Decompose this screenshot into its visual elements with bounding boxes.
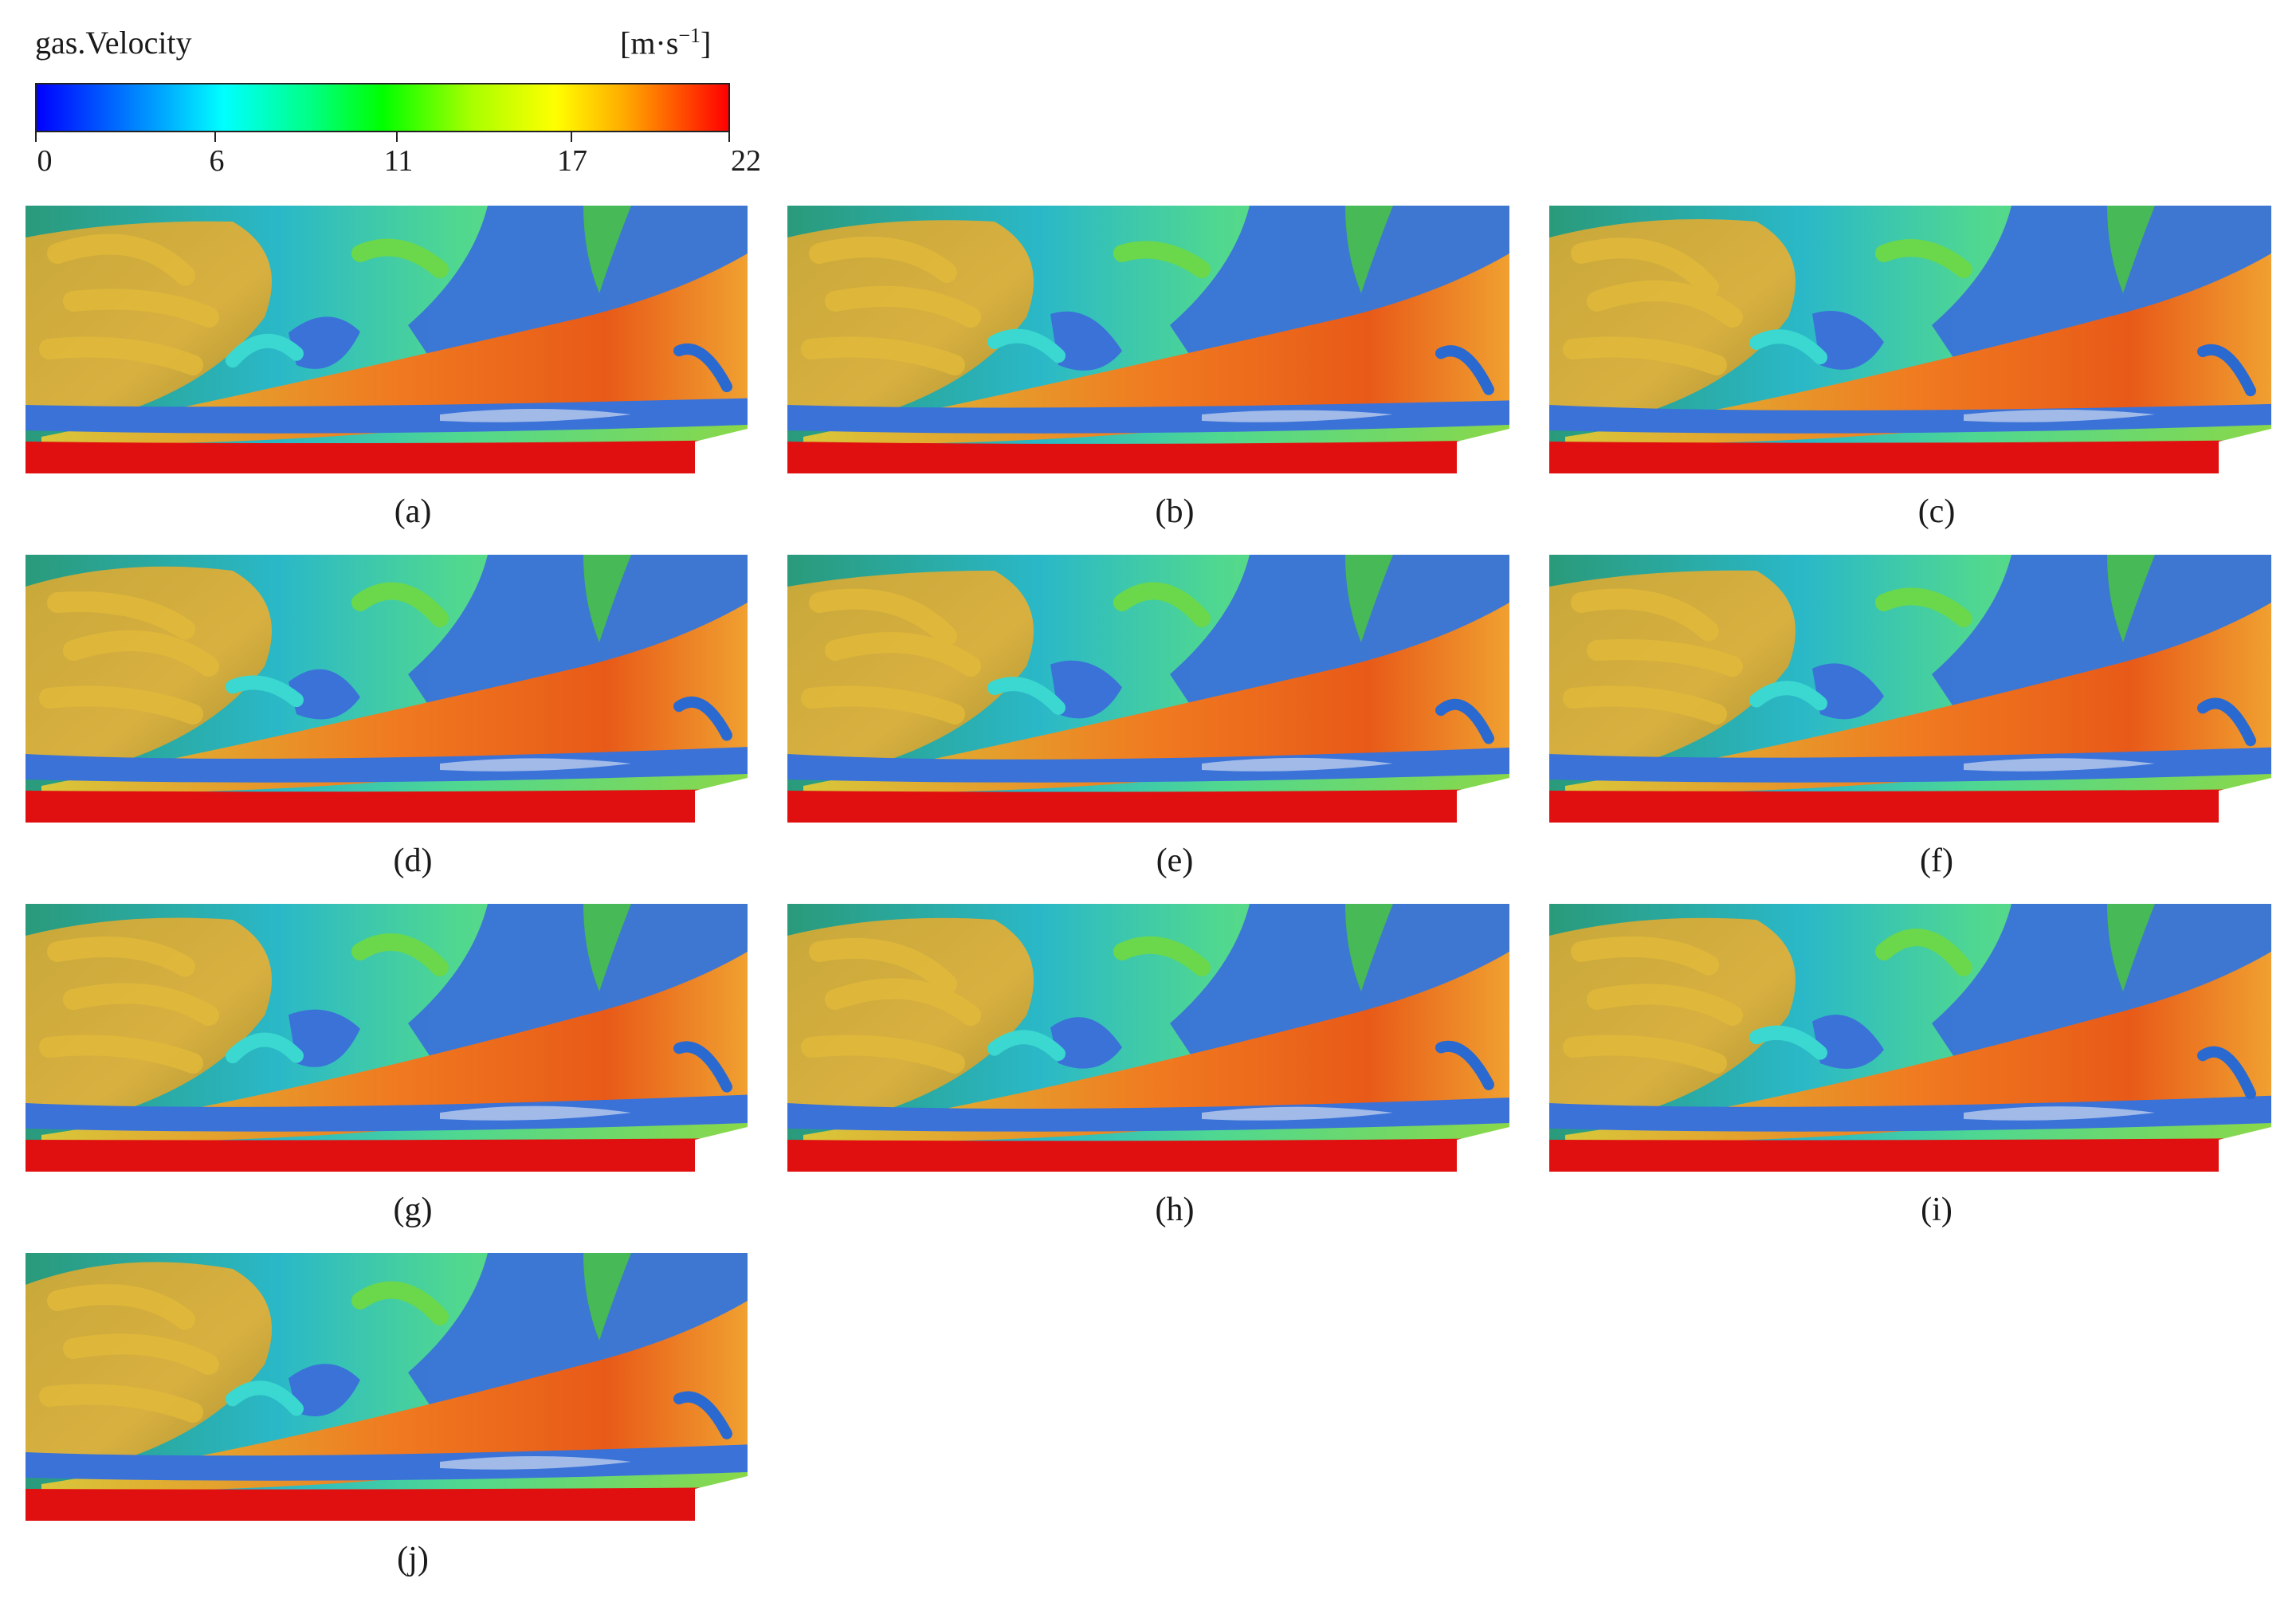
unit-base: [m·s	[620, 25, 679, 61]
panel-caption: (a)	[394, 493, 432, 530]
unit-exponent: −1	[678, 24, 701, 47]
panel-caption: (j)	[397, 1541, 429, 1577]
panel-caption: (f)	[1920, 842, 1953, 879]
panel-caption: (g)	[393, 1192, 433, 1228]
tick-mark	[571, 132, 572, 142]
velocity-field-panel	[787, 904, 1509, 1172]
tick-mark	[214, 132, 216, 142]
colorbar-title: gas.Velocity	[35, 25, 192, 61]
panel-caption: (i)	[1921, 1192, 1953, 1228]
tick-label-11: 11	[383, 144, 414, 178]
unit-close: ]	[701, 25, 712, 61]
tick-mark	[396, 132, 398, 142]
panel-caption: (e)	[1156, 842, 1194, 879]
tick-label-17: 17	[557, 144, 587, 178]
velocity-field-panel	[1549, 206, 2271, 473]
velocity-field-panel	[1549, 904, 2271, 1172]
panel-caption: (d)	[393, 842, 433, 879]
velocity-field-panel	[787, 555, 1509, 823]
tick-label-6: 6	[209, 144, 225, 178]
tick-label-0: 0	[37, 144, 53, 178]
colorbar-unit: [m·s−1]	[620, 24, 711, 61]
velocity-field-panel	[26, 1253, 748, 1521]
velocity-field-panel	[26, 904, 748, 1172]
velocity-field-panel	[26, 206, 748, 473]
velocity-field-panel	[1549, 555, 2271, 823]
tick-mark	[35, 132, 37, 142]
tick-label-22: 22	[731, 144, 761, 178]
panel-caption: (c)	[1917, 493, 1956, 530]
panel-caption: (h)	[1155, 1192, 1195, 1228]
velocity-field-panel	[787, 206, 1509, 473]
colorbar	[35, 83, 730, 132]
tick-mark	[728, 132, 730, 142]
panel-caption: (b)	[1155, 493, 1195, 530]
velocity-field-panel	[26, 555, 748, 823]
